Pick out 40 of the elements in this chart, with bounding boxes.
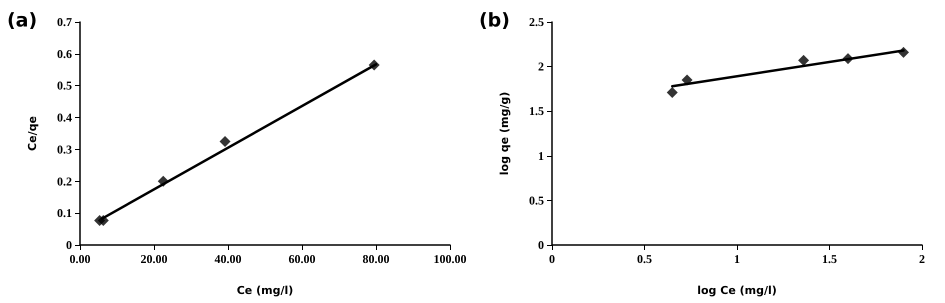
x-tick-label: 0.5: [637, 252, 652, 266]
y-tick-label: 0.5: [57, 78, 72, 93]
x-tick-label: 80.00: [362, 252, 390, 266]
chart-title: (a): [7, 10, 38, 32]
y-tick-label: 1: [538, 148, 544, 163]
y-tick-label: 0.7: [57, 15, 72, 29]
y-axis-title: Ce/qe: [26, 116, 39, 151]
point: [98, 214, 109, 226]
point: [682, 74, 693, 86]
x-tick-label: 100.00: [434, 252, 466, 266]
x-tick-label: 0.00: [70, 252, 90, 266]
y-tick-label: 0: [66, 238, 72, 252]
y-tick-label: 0.2: [57, 174, 72, 188]
point: [798, 54, 810, 66]
point: [158, 176, 169, 187]
y-tick-label: 0.4: [57, 110, 72, 125]
y-tick-label: 0.6: [57, 46, 72, 61]
y-tick-label: 0.1: [57, 206, 72, 220]
x-axis-title: Ce (mg/l): [236, 284, 294, 297]
x-tick-label: 60.00: [288, 252, 316, 266]
y-tick-label: 2: [538, 60, 544, 74]
x-tick-label: 40.00: [214, 252, 242, 266]
y-axis-title: log qe (mg/g): [498, 92, 511, 176]
point: [842, 53, 854, 64]
point: [666, 86, 678, 98]
x-tick-label: 1.5: [822, 252, 837, 266]
chart-title: (b): [479, 10, 510, 32]
x-tick-label: 2: [919, 252, 925, 266]
y-tick-label: 0.3: [57, 142, 72, 156]
x-axis-title: log Ce (mg/l): [697, 284, 777, 297]
x-tick-label: 20.00: [140, 252, 168, 266]
y-tick-label: 2.5: [529, 15, 544, 29]
point: [898, 46, 909, 58]
y-tick-label: 1.5: [529, 104, 544, 118]
x-tick-label: 1: [734, 252, 740, 266]
y-tick-label: 0: [538, 238, 544, 252]
point: [220, 136, 231, 147]
point: [368, 60, 380, 71]
y-tick-label: 0.5: [529, 193, 544, 208]
x-tick-label: 0: [549, 252, 555, 266]
